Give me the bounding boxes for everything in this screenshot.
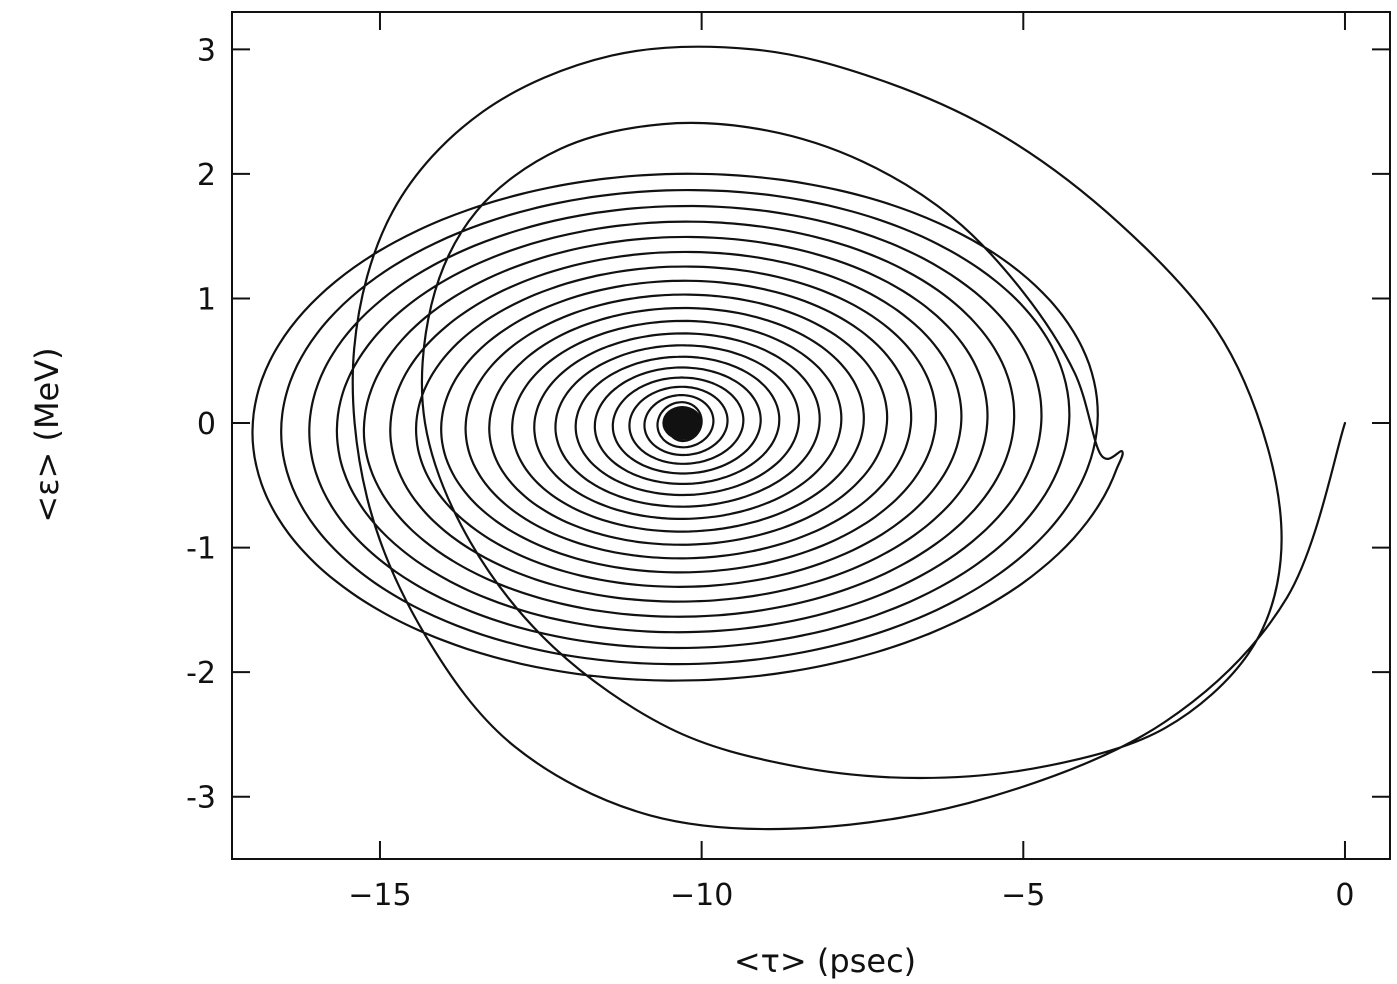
- y-tick-label: 1: [197, 282, 216, 317]
- y-tick-label: 0: [197, 407, 216, 442]
- spiral-core-point: [662, 406, 703, 441]
- x-tick-label: −10: [670, 878, 733, 913]
- y-tick-label: -2: [186, 656, 216, 691]
- y-tick-label: 2: [197, 158, 216, 193]
- y-tick-label: 3: [197, 33, 216, 68]
- x-axis-ticks: −15 −10 −5 0: [348, 12, 1355, 913]
- y-axis-ticks: 3 2 1 0 -1 -2 -3: [186, 33, 1390, 816]
- x-tick-label: 0: [1335, 878, 1354, 913]
- plot-frame: [231, 11, 1391, 860]
- x-axis-label: <τ> (psec): [734, 942, 916, 980]
- y-axis-label: <ε> (MeV): [28, 347, 66, 522]
- y-tick-label: -1: [186, 532, 216, 567]
- series-line-spiral: [251, 45, 1347, 831]
- x-tick-label: −15: [348, 878, 411, 913]
- y-tick-label: -3: [186, 781, 216, 816]
- x-tick-label: −5: [1001, 878, 1045, 913]
